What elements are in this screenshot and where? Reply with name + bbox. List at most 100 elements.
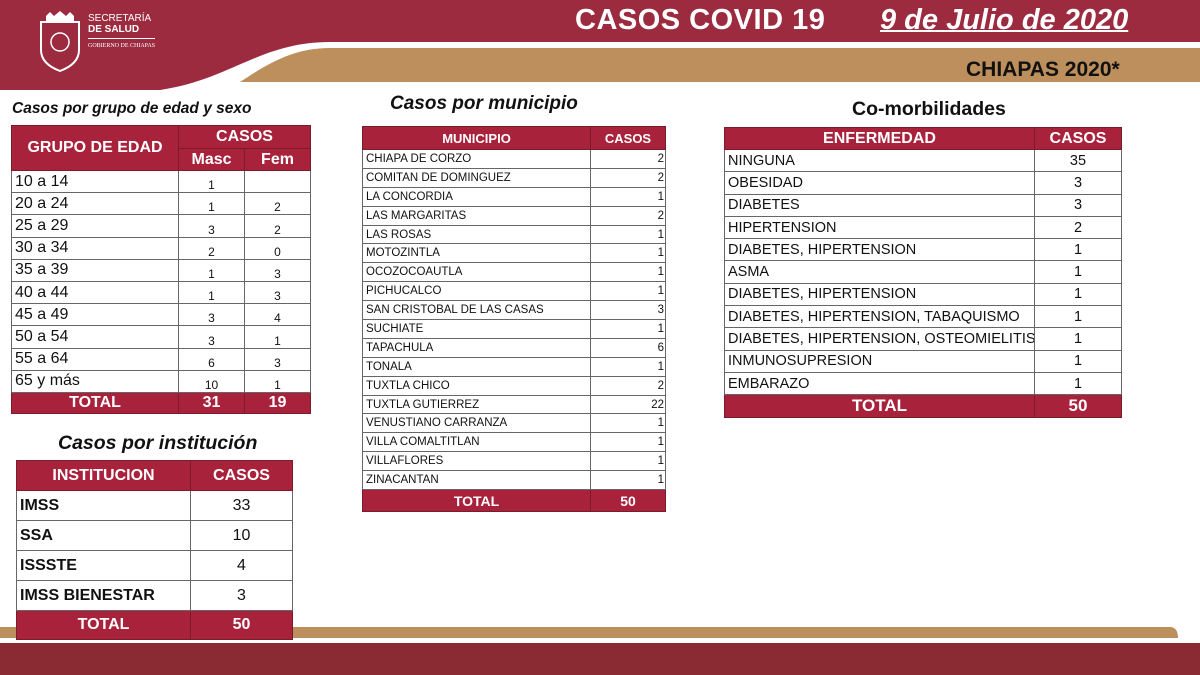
table-row: TUXTLA CHICO 2 [362, 375, 666, 396]
report-date: 9 de Julio de 2020 [880, 4, 1129, 36]
row-value: 1 [244, 325, 311, 349]
row-value: 1 [590, 224, 666, 245]
row-value: 1 [1034, 371, 1122, 396]
row-value: 1 [1034, 260, 1122, 284]
total-row: TOTAL 50 [16, 610, 293, 640]
table-row: PICHUCALCO 1 [362, 281, 666, 302]
row-value: 6 [178, 347, 245, 371]
row-label: DIABETES, HIPERTENSION [724, 238, 1035, 262]
row-value: 1 [178, 280, 245, 305]
row-label: 35 a 39 [11, 258, 179, 282]
table-row: 40 a 44 1 3 [11, 280, 311, 305]
row-value: 1 [1034, 327, 1122, 351]
col-header-municipio: MUNICIPIO [362, 126, 591, 150]
total-label: TOTAL [362, 489, 591, 513]
table-row: DIABETES 3 [724, 193, 1122, 217]
table-row: IMSS 33 [16, 490, 293, 521]
municipio-table-title: Casos por municipio [390, 93, 578, 114]
row-label: DIABETES, HIPERTENSION, TABAQUISMO [724, 305, 1035, 329]
row-value: 1 [590, 413, 666, 434]
table-row: SAN CRISTOBAL DE LAS CASAS 3 [362, 300, 666, 321]
row-label: VILLA COMALTITLAN [362, 432, 591, 453]
row-value: 1 [178, 169, 245, 194]
row-value: 1 [1034, 282, 1122, 307]
logo-text: SECRETARÍA DE SALUD GOBIERNO DE CHIAPAS [88, 13, 156, 52]
table-row: OBESIDAD 3 [724, 171, 1122, 195]
row-value: 3 [178, 325, 245, 349]
table-row: DIABETES, HIPERTENSION 1 [724, 238, 1122, 262]
comorbidities-table: ENFERMEDAD CASOS NINGUNA 35 OBESIDAD 3 DIABET… [724, 127, 1122, 419]
row-value: 3 [178, 303, 245, 327]
row-value: 3 [1034, 193, 1122, 217]
row-value: 1 [590, 470, 666, 491]
table-row: ISSSTE 4 [16, 550, 293, 581]
table-row: IMSS BIENESTAR 3 [16, 580, 293, 611]
col-header-cases: CASOS [178, 125, 311, 149]
row-label: EMBARAZO [724, 371, 1035, 396]
row-label: DIABETES, HIPERTENSION, OSTEOMIELITIS [724, 327, 1035, 351]
row-value: 4 [190, 550, 293, 581]
row-value: 1 [590, 319, 666, 339]
row-value: 10 [190, 520, 293, 551]
municipio-table: MUNICIPIO CASOS CHIAPA DE CORZO 2 COMITAN D… [362, 126, 666, 513]
table-row: COMITAN DE DOMINGUEZ 2 [362, 167, 666, 188]
col-header-cases: CASOS [590, 126, 666, 150]
row-value: 1 [590, 451, 666, 472]
table-row: DIABETES, HIPERTENSION, OSTEOMIELITIS 1 [724, 327, 1122, 351]
total-label: TOTAL [724, 394, 1035, 419]
row-label: 45 a 49 [11, 303, 179, 327]
row-label: 20 a 24 [11, 192, 179, 216]
row-label: DIABETES [724, 193, 1035, 217]
row-label: TUXTLA GUTIERREZ [362, 394, 591, 415]
header-banner [0, 0, 1200, 90]
row-value: 3 [244, 280, 311, 305]
row-label: INMUNOSUPRESION [724, 349, 1035, 373]
total-male: 31 [178, 391, 245, 414]
total-row: TOTAL 50 [724, 394, 1122, 419]
row-label: TAPACHULA [362, 337, 591, 358]
table-row: DIABETES, HIPERTENSION, TABAQUISMO 1 [724, 305, 1122, 329]
table-row: VENUSTIANO CARRANZA 1 [362, 413, 666, 434]
table-row: LAS MARGARITAS 2 [362, 205, 666, 226]
table-row: TAPACHULA 6 [362, 337, 666, 358]
row-value: 2 [590, 149, 666, 169]
total-label: TOTAL [11, 391, 179, 414]
table-row: 65 y más 10 1 [11, 369, 311, 393]
row-value: 1 [590, 243, 666, 264]
row-value: 3 [190, 580, 293, 611]
row-value: 1 [1034, 305, 1122, 329]
table-row: OCOZOCOAUTLA 1 [362, 262, 666, 283]
row-value: 4 [244, 303, 311, 327]
row-value: 2 [244, 214, 311, 238]
logo-line2: DE SALUD [88, 24, 140, 35]
row-label: IMSS [16, 490, 191, 521]
table-row: LA CONCORDIA 1 [362, 186, 666, 207]
row-label: ASMA [724, 260, 1035, 284]
table-row: HIPERTENSION 2 [724, 215, 1122, 240]
table-row: 50 a 54 3 1 [11, 325, 311, 349]
row-value: 1 [590, 262, 666, 283]
row-value: 33 [190, 490, 293, 521]
table-row: 55 a 64 6 3 [11, 347, 311, 371]
row-label: 25 a 29 [11, 214, 179, 238]
table-row: SUCHIATE 1 [362, 319, 666, 339]
row-label: TUXTLA CHICO [362, 375, 591, 396]
row-label: 65 y más [11, 369, 179, 393]
row-value: 1 [590, 356, 666, 377]
row-label: CHIAPA DE CORZO [362, 149, 591, 169]
row-value: 1 [590, 432, 666, 453]
row-value: 3 [244, 258, 311, 282]
table-row: NINGUNA 35 [724, 148, 1122, 173]
row-value: 22 [590, 394, 666, 415]
row-label: NINGUNA [724, 148, 1035, 173]
row-label: HIPERTENSION [724, 215, 1035, 240]
row-label: COMITAN DE DOMINGUEZ [362, 167, 591, 188]
row-label: 10 a 14 [11, 169, 179, 194]
table-row: SSA 10 [16, 520, 293, 551]
col-header-age-group: GRUPO DE EDAD [11, 125, 179, 171]
row-label: SSA [16, 520, 191, 551]
table-row: VILLA COMALTITLAN 1 [362, 432, 666, 453]
row-label: SUCHIATE [362, 319, 591, 339]
row-value: 2 [590, 375, 666, 396]
row-value [244, 169, 311, 194]
